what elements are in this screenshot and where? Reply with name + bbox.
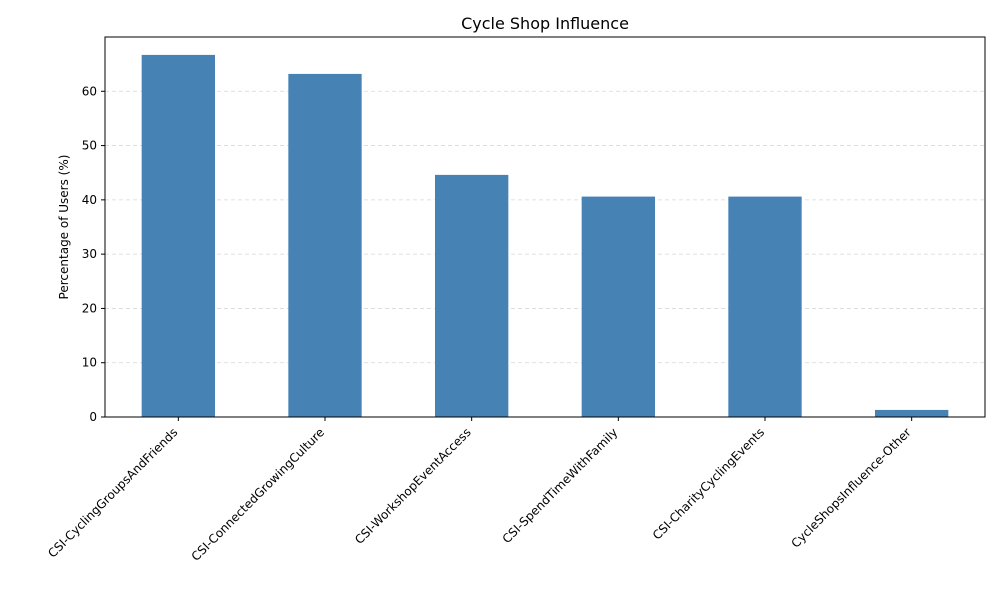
x-tick-label-1: CSI-ConnectedGrowingCulture <box>189 425 327 563</box>
bar-4 <box>728 196 802 417</box>
y-tick-label-4: 40 <box>82 193 97 207</box>
bar-1 <box>288 73 362 418</box>
y-tick-label-3: 30 <box>82 247 97 261</box>
chart-title: Cycle Shop Influence <box>461 14 629 33</box>
x-axis: CSI-CyclingGroupsAndFriends CSI-Connected… <box>45 417 914 564</box>
x-tick-label-2: CSI-WorkshopEventAccess <box>352 425 474 547</box>
y-tick-label-0: 0 <box>89 410 97 424</box>
x-tick-label-0: CSI-CyclingGroupsAndFriends <box>45 425 180 560</box>
plot-frame <box>104 36 986 418</box>
y-axis-label: Percentage of Users (%) <box>57 155 71 300</box>
y-axis: 0 10 20 30 40 50 60 <box>82 84 105 424</box>
bars <box>141 54 949 418</box>
y-tick-label-2: 20 <box>82 301 97 315</box>
x-tick-label-5: CycleShopsInfluence-Other <box>788 425 913 550</box>
bar-2 <box>435 174 509 417</box>
y-tick-label-1: 10 <box>82 356 97 370</box>
bar-3 <box>581 196 655 417</box>
x-tick-label-4: CSI-CharityCyclingEvents <box>650 425 767 542</box>
bar-5 <box>875 409 949 417</box>
y-tick-label-5: 50 <box>82 139 97 153</box>
bar-0 <box>141 54 215 418</box>
x-tick-label-3: CSI-SpendTimeWithFamily <box>500 425 621 546</box>
y-tick-label-6: 60 <box>82 84 97 98</box>
grid-lines <box>105 90 985 364</box>
